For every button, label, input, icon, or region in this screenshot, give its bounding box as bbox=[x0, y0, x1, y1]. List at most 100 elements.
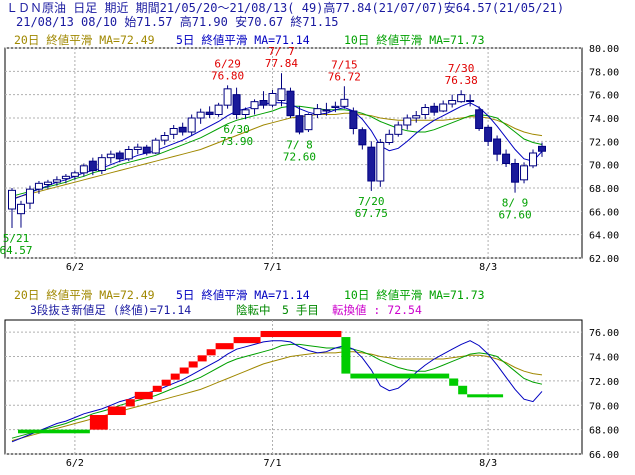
high-date-label: 7/ 7 bbox=[268, 45, 295, 58]
low-date-label: 6/30 bbox=[223, 123, 250, 136]
candle bbox=[367, 141, 376, 191]
candle-body-up bbox=[16, 203, 25, 215]
renko-brick-up bbox=[197, 355, 207, 362]
candle-body-up bbox=[448, 100, 457, 105]
renko-brick-down bbox=[458, 385, 468, 395]
candle-body-up bbox=[385, 133, 394, 144]
candle bbox=[250, 99, 259, 115]
candle bbox=[79, 163, 88, 177]
renko-brick-down bbox=[341, 337, 351, 374]
low-date-label: 7/ 8 bbox=[286, 138, 313, 151]
candle bbox=[457, 90, 466, 103]
candle-body-up bbox=[52, 179, 61, 183]
renko-brick-up bbox=[215, 343, 234, 350]
x-tick-label: 8/3 bbox=[479, 458, 497, 469]
renko-brick-up bbox=[107, 406, 126, 416]
candle-body-down bbox=[115, 152, 124, 160]
renko-brick-up bbox=[170, 373, 180, 380]
y-tick-label: 72.00 bbox=[589, 377, 619, 388]
candle bbox=[43, 179, 52, 190]
candle-body-up bbox=[412, 115, 421, 119]
renko-reversal-label: 転換値 : 72.54 bbox=[332, 303, 422, 317]
high-date-label: 7/30 bbox=[448, 62, 475, 75]
candle-body-down bbox=[502, 153, 511, 164]
candle bbox=[412, 111, 421, 123]
candle-body-down bbox=[484, 126, 493, 142]
candle-body-up bbox=[169, 128, 178, 135]
candle bbox=[34, 181, 43, 194]
candle-body-up bbox=[196, 111, 205, 119]
x-tick-label: 8/3 bbox=[479, 262, 497, 273]
ma5-line bbox=[11, 340, 543, 443]
y-tick-label: 76.00 bbox=[589, 91, 619, 102]
candle-body-up bbox=[79, 165, 88, 174]
legend-entry: 5日 終値平滑 MA=71.14 bbox=[176, 33, 310, 47]
renko-brick-up bbox=[206, 349, 216, 356]
candle bbox=[376, 139, 385, 187]
candle bbox=[196, 108, 205, 124]
legend-entry: 20日 終値平滑 MA=72.49 bbox=[14, 33, 155, 47]
candle bbox=[493, 135, 502, 162]
candle-body-up bbox=[457, 94, 466, 103]
y-tick-label: 64.00 bbox=[589, 231, 619, 242]
renko-brick-up bbox=[152, 385, 162, 392]
candle bbox=[430, 102, 439, 116]
x-tick-label: 6/2 bbox=[66, 458, 84, 469]
candle-body-up bbox=[160, 135, 169, 141]
high-date-label: 7/15 bbox=[331, 58, 358, 71]
candle bbox=[529, 149, 538, 169]
renko-brick-up bbox=[89, 415, 108, 430]
candle bbox=[286, 87, 295, 118]
candle-body-up bbox=[439, 103, 448, 112]
y-tick-label: 74.00 bbox=[589, 353, 619, 364]
candle bbox=[178, 122, 187, 136]
low-value-label: 73.90 bbox=[220, 135, 253, 148]
candle bbox=[151, 137, 160, 155]
low-value-label: 67.75 bbox=[355, 207, 388, 220]
candle bbox=[16, 200, 25, 228]
candle bbox=[88, 157, 97, 176]
candle bbox=[241, 107, 250, 120]
candle bbox=[394, 121, 403, 137]
candle-body-up bbox=[304, 114, 313, 131]
y-tick-label: 74.00 bbox=[589, 114, 619, 125]
candle-body-up bbox=[421, 107, 430, 115]
candle-body-down bbox=[367, 146, 376, 182]
candle-body-up bbox=[268, 93, 277, 106]
candle bbox=[8, 188, 16, 229]
renko-brick-down bbox=[467, 394, 504, 398]
candle bbox=[313, 104, 322, 118]
chart-panel-1: 80.00 78.00 76.00 74.00 72.00 70.00 68.00 66.00… bbox=[0, 33, 619, 273]
high-value-label: 77.84 bbox=[265, 57, 298, 70]
candle bbox=[322, 102, 331, 116]
candle-body-up bbox=[466, 100, 475, 102]
candle-body-up bbox=[241, 109, 250, 116]
candle bbox=[268, 90, 277, 108]
candle bbox=[502, 149, 511, 167]
candle bbox=[538, 142, 546, 157]
candle-body-down bbox=[322, 109, 331, 112]
candle bbox=[331, 101, 340, 113]
candle bbox=[403, 114, 412, 130]
candle bbox=[115, 150, 124, 163]
candle-body-down bbox=[358, 129, 367, 146]
candle bbox=[97, 154, 106, 174]
candle bbox=[205, 106, 214, 118]
candle bbox=[25, 185, 34, 209]
candle-body-down bbox=[205, 111, 214, 115]
candle-body-up bbox=[223, 88, 232, 106]
candle-body-down bbox=[259, 100, 268, 106]
candle-body-up bbox=[8, 189, 16, 210]
candle-body-up bbox=[97, 157, 106, 171]
x-tick-label: 7/1 bbox=[263, 458, 281, 469]
candle-body-up bbox=[340, 98, 349, 107]
candle bbox=[484, 125, 493, 146]
candle bbox=[106, 150, 115, 164]
candle-body-down bbox=[286, 90, 295, 117]
candle-body-up bbox=[331, 105, 340, 109]
legend-entry: 20日 終値平滑 MA=72.49 bbox=[14, 288, 155, 302]
candle-body-up bbox=[34, 182, 43, 190]
candle-body-up bbox=[403, 117, 412, 126]
plot-frame bbox=[4, 319, 583, 455]
candle bbox=[70, 170, 79, 180]
